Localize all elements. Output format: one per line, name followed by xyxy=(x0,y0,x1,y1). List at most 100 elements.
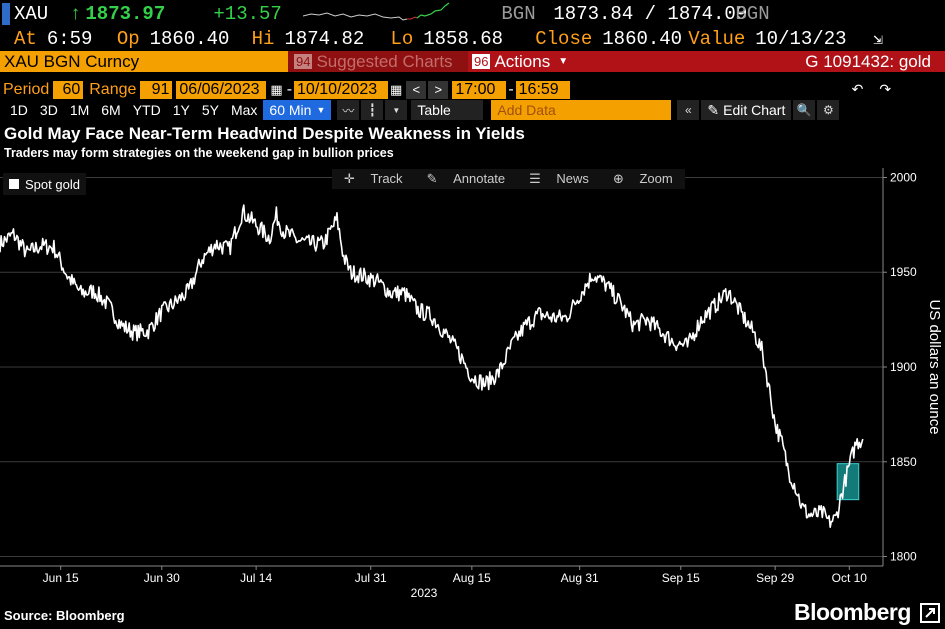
x-tick-label: Oct 10 xyxy=(832,571,868,585)
table-button[interactable]: Table xyxy=(411,100,484,120)
low-value: 1858.68 xyxy=(423,27,504,50)
up-arrow-icon: ↑ xyxy=(70,2,82,25)
chart-tools: ✛ Track ✎ Annotate ☰ News ⊕ Zoom xyxy=(332,169,685,189)
legend[interactable]: Spot gold xyxy=(3,173,86,195)
bid-ask: 1873.84 / 1874.09 xyxy=(553,2,748,25)
range-label: Range xyxy=(89,80,137,98)
grid-lines xyxy=(0,176,883,558)
close-label: Close xyxy=(535,27,593,50)
crosshair-icon: ✛ xyxy=(344,171,355,186)
next-range-button[interactable]: > xyxy=(428,80,449,99)
series-spot-gold xyxy=(0,204,864,529)
y-tick-labels: 1800 1850 1900 1950 2000 xyxy=(883,170,917,564)
add-data-input[interactable]: Add Data xyxy=(491,100,672,120)
ticker[interactable]: XAU xyxy=(14,2,49,25)
table-label: Table xyxy=(417,102,451,118)
value-date: 10/13/23 xyxy=(755,27,847,50)
x-tick-label: Sep 15 xyxy=(662,571,700,585)
end-date: 10/10/2023 xyxy=(297,80,378,98)
chart-subtitle: Traders may form strategies on the weeke… xyxy=(4,146,394,160)
actions-bar: 96 Actions ▼ G 1091432: gold xyxy=(468,51,945,72)
gear-icon[interactable]: ⚙ xyxy=(817,100,840,120)
security-field[interactable]: XAU BGN Curncy xyxy=(0,51,288,72)
legend-swatch xyxy=(9,179,19,189)
start-date-input[interactable]: 06/06/2023 xyxy=(176,80,267,99)
actions-menu[interactable]: Actions xyxy=(494,51,551,71)
security-name: XAU BGN Curncy xyxy=(4,51,140,71)
news-label: News xyxy=(556,171,589,186)
suggest-code: 94 xyxy=(294,54,313,69)
y-tick-label: 1850 xyxy=(890,455,917,469)
export-icon[interactable]: ⇲ xyxy=(873,30,883,49)
open-value: 1860.40 xyxy=(149,27,230,50)
track-tool[interactable]: ✛ Track xyxy=(332,171,415,187)
actions-code: 96 xyxy=(472,54,491,69)
pencil-icon: ✎ xyxy=(426,171,438,186)
chevron-down-icon[interactable]: ▼ xyxy=(558,56,569,67)
high-value: 1874.82 xyxy=(284,27,365,50)
chart-type-dropdown-icon[interactable]: ▼ xyxy=(385,100,408,120)
zoom-icon: ⊕ xyxy=(612,171,624,186)
annotate-tool[interactable]: ✎ Annotate xyxy=(415,171,518,187)
period-input[interactable]: 60 xyxy=(53,80,84,99)
range-input[interactable]: 91 xyxy=(140,80,173,99)
edit-chart-button[interactable]: ✎ Edit Chart xyxy=(701,100,792,120)
x-axis-label: 2023 xyxy=(411,586,438,600)
candle-chart-icon[interactable]: ┇ xyxy=(361,100,384,120)
tab-6m[interactable]: 6M xyxy=(101,102,121,118)
start-time-input[interactable]: 17:00 xyxy=(452,80,507,99)
quote-source: BGN xyxy=(501,2,536,25)
suggested-charts-button[interactable]: 94 Suggested Charts xyxy=(288,51,468,72)
time-dash: - xyxy=(508,80,514,98)
prev-range-button[interactable]: < xyxy=(406,80,427,99)
tab-1y[interactable]: 1Y xyxy=(172,102,190,118)
x-tick-label: Sep 29 xyxy=(756,571,794,585)
pencil-icon: ✎ xyxy=(707,101,720,118)
x-tick-label: Jun 15 xyxy=(43,571,79,585)
start-time: 17:00 xyxy=(455,80,496,98)
line-chart-icon[interactable]: 〰 xyxy=(337,100,360,120)
y-tick-label: 2000 xyxy=(890,170,917,184)
quote-source-2: BGN xyxy=(735,2,770,25)
last-price: 1873.97 xyxy=(85,2,166,25)
chart-toolbar: 1D 3D 1M 6M YTD 1Y 5Y Max 60 Min ▼ 〰 ┇ ▼ … xyxy=(0,100,945,120)
tab-1d[interactable]: 1D xyxy=(10,102,28,118)
collapse-icon[interactable]: « xyxy=(677,100,700,120)
start-date: 06/06/2023 xyxy=(179,80,260,98)
x-tick-label: Aug 31 xyxy=(561,571,599,585)
bloomberg-logo: Bloomberg xyxy=(794,599,911,625)
calendar-icon[interactable]: ▦ xyxy=(390,81,403,97)
chart-title: Gold May Face Near-Term Headwind Despite… xyxy=(4,124,525,143)
end-time: 16:59 xyxy=(518,80,559,98)
low-label: Lo xyxy=(390,27,414,50)
news-tool[interactable]: ☰ News xyxy=(517,171,601,187)
close-value: 1860.40 xyxy=(602,27,683,50)
news-icon: ☰ xyxy=(529,171,541,186)
interval-select[interactable]: 60 Min ▼ xyxy=(263,100,332,120)
tab-3d[interactable]: 3D xyxy=(39,102,58,118)
security-bar: XAU BGN Curncy 94 Suggested Charts 96 Ac… xyxy=(0,51,945,72)
tab-max[interactable]: Max xyxy=(230,102,258,118)
tab-ytd[interactable]: YTD xyxy=(132,102,161,118)
price-change: +13.57 xyxy=(213,2,282,25)
undo-icon[interactable]: ↶ xyxy=(851,81,864,97)
y-tick-label: 1900 xyxy=(890,360,917,374)
y-tick-label: 1950 xyxy=(890,265,917,279)
end-date-input[interactable]: 10/10/2023 xyxy=(294,80,389,99)
sparkline xyxy=(303,2,450,21)
zoom-label: Zoom xyxy=(639,171,673,186)
quote-bar: XAU ↑ 1873.97 +13.57 BGN 1873.84 / 1874.… xyxy=(0,0,945,27)
tab-5y[interactable]: 5Y xyxy=(201,102,219,118)
zoom-icon[interactable]: 🔍 xyxy=(793,100,816,120)
edit-chart-label: Edit Chart xyxy=(723,102,786,118)
x-tick-label: Jul 14 xyxy=(240,571,272,585)
open-label: Op xyxy=(116,27,140,50)
share-icon[interactable] xyxy=(920,603,940,623)
zoom-tool[interactable]: ⊕ Zoom xyxy=(601,171,685,187)
redo-icon[interactable]: ↷ xyxy=(879,81,892,97)
value-label: Value xyxy=(688,27,746,50)
calendar-icon[interactable]: ▦ xyxy=(270,81,283,97)
tab-1m[interactable]: 1M xyxy=(69,102,90,118)
end-time-input[interactable]: 16:59 xyxy=(515,80,570,99)
